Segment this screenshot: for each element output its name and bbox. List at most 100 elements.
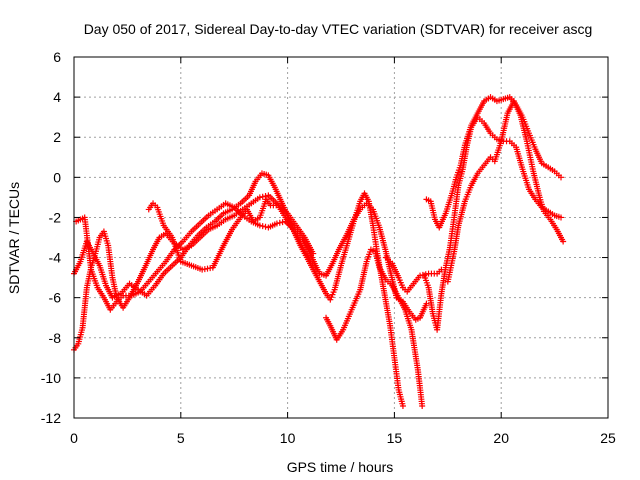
data-point-run [190,263,204,272]
x-tick-label: 25 [600,430,616,446]
data-point-run [216,201,227,211]
data-point-run [390,262,401,279]
data-point-run [328,289,337,301]
data-point-run [451,184,462,219]
series-track-h [421,114,565,333]
data-point-run [511,100,523,117]
data-point-run [247,180,258,197]
data-point-run [270,202,280,209]
data-point-run [267,193,279,205]
data-point [314,266,321,273]
data-point-run [252,215,261,224]
data-point-run [284,220,296,231]
data-point-run [267,221,278,230]
data-point-run [460,144,470,171]
data-point-run [533,148,544,165]
data-point-run [338,242,350,267]
data-point-run [456,168,466,187]
data-point-run [332,264,344,291]
data-point-run [341,308,354,331]
data-point-run [324,316,333,327]
data-point-run [362,192,371,203]
data-point-run [108,300,119,311]
y-tick-label: -4 [49,250,62,266]
y-tick-label: -10 [41,370,61,386]
data-point-run [145,284,157,297]
y-tick-label: 0 [53,169,61,185]
y-tick-label: 4 [53,89,61,105]
data-point-run [335,328,345,341]
data-point [256,222,263,229]
data-point-run [105,244,116,279]
data-point [558,214,565,221]
data-point-run [357,260,370,291]
data-point-run [309,254,320,271]
data-point-run [198,214,210,225]
data-point-run [540,161,550,169]
data-point-run [443,192,455,215]
data-point-run [377,266,388,281]
data-point-run [434,292,445,331]
data-point-run [396,389,406,407]
data-point-run [115,294,124,303]
data-point-run [433,218,442,229]
data-point-run [377,226,389,253]
data-point-run [81,216,94,271]
data-point [399,402,406,409]
data-point-run [387,325,398,359]
data-point-run [402,308,414,331]
data-point-run [164,248,176,263]
data-point-run [445,250,457,283]
data-point-run [384,278,394,287]
data-point-run [162,224,174,239]
series-track-e [323,246,426,409]
x-tick-label: 0 [70,430,78,446]
data-point-run [98,230,106,239]
data-point-run [492,140,504,163]
data-point-run [72,342,80,351]
data-point-run [156,260,168,273]
data-point-run [548,218,559,231]
data-point-run [352,208,362,221]
grid [74,57,608,418]
data-point-run [365,202,374,211]
data-point-run [451,224,462,253]
data-point-run [196,226,208,237]
data-point-run [300,238,314,257]
data-point-run [119,282,131,295]
data-point-run [553,213,562,220]
data-point-run [317,280,328,295]
data-point-run [241,201,253,211]
data-point-run [201,265,214,273]
data-point-run [205,219,216,229]
data-point-run [483,95,492,103]
data-point-run [502,94,511,102]
data-point [310,250,317,257]
data-point-run [391,357,402,391]
data-point-run [358,192,367,203]
x-tick-label: 5 [177,430,185,446]
data-point-run [264,198,273,207]
data-point-run [425,286,436,315]
data-point-run [79,286,90,329]
data-point-run [221,228,234,247]
data-point-run [213,212,225,223]
data-point-run [482,122,493,135]
data-point-run [147,270,159,283]
data-point-run [547,209,556,218]
y-tick-label: -12 [41,410,61,426]
data-point-run [239,208,249,219]
data-point-run [130,289,142,298]
data-point-run [476,116,485,125]
data-point-run [496,136,505,144]
data-point-run [345,218,356,235]
data-point-run [390,284,401,299]
data-point-run [245,208,256,223]
data-point-run [383,300,393,327]
data-point-run [182,243,193,252]
data-point [273,220,280,227]
data-point-run [75,327,85,345]
data-point-run [527,188,538,201]
data-point-run [259,193,269,200]
